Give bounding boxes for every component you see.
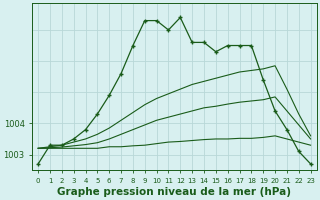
X-axis label: Graphe pression niveau de la mer (hPa): Graphe pression niveau de la mer (hPa) xyxy=(57,187,292,197)
